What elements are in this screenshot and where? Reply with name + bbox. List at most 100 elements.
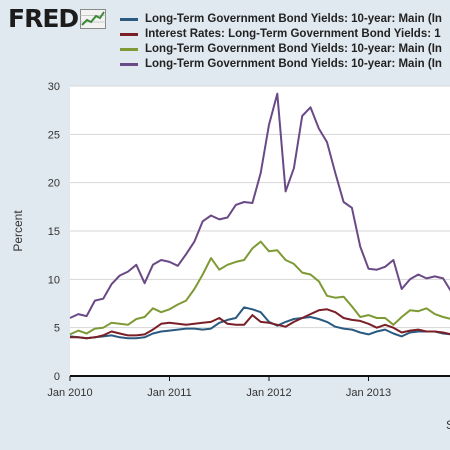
data-point [192, 326, 197, 331]
data-point [192, 239, 197, 244]
data-point [242, 305, 247, 310]
data-point [316, 317, 321, 322]
data-point [432, 329, 437, 334]
data-point [432, 274, 437, 279]
data-point [275, 322, 280, 327]
data-point [424, 276, 429, 281]
data-point [217, 217, 222, 222]
data-point [399, 287, 404, 292]
data-point [109, 282, 114, 287]
data-point [325, 307, 330, 312]
data-point [391, 258, 396, 263]
data-point [267, 122, 272, 127]
data-point [101, 325, 106, 330]
data-point [391, 331, 396, 336]
data-point [142, 281, 147, 286]
data-point [76, 312, 81, 317]
data-point [200, 320, 205, 325]
data-point [76, 335, 81, 340]
data-point [333, 171, 338, 176]
legend-swatch [120, 63, 138, 66]
y-tick-label: 20 [48, 178, 60, 190]
y-tick-label: 25 [48, 129, 60, 141]
data-point [366, 321, 371, 326]
data-point [316, 279, 321, 284]
data-point [109, 320, 114, 325]
data-point [341, 316, 346, 321]
chart-legend: Long-Term Government Bond Yields: 10-yea… [120, 12, 442, 72]
data-point [209, 326, 214, 331]
data-point [167, 320, 172, 325]
data-point [300, 316, 305, 321]
data-point [333, 310, 338, 315]
data-point [68, 316, 73, 321]
data-point [134, 262, 139, 267]
data-point [374, 267, 379, 272]
data-point [117, 321, 122, 326]
data-point [283, 324, 288, 329]
data-point [333, 295, 338, 300]
series-line-3[interactable] [69, 240, 450, 336]
data-point [349, 317, 354, 322]
data-point [341, 294, 346, 299]
legend-entry-3[interactable]: Long-Term Government Bond Yields: 10-yea… [120, 42, 442, 57]
data-point [441, 276, 446, 281]
legend-entry-1[interactable]: Long-Term Government Bond Yields: 10-yea… [120, 12, 442, 27]
data-point [283, 258, 288, 263]
legend-entry-2[interactable]: Interest Rates: Long-Term Government Bon… [120, 27, 442, 42]
data-point [142, 315, 147, 320]
data-point [250, 201, 255, 206]
data-point [441, 330, 446, 335]
data-point [267, 249, 272, 254]
series-line-4[interactable] [69, 92, 450, 319]
data-point [349, 327, 354, 332]
data-point [84, 331, 89, 336]
data-point [308, 312, 313, 317]
fred-logo[interactable]: FRED [8, 4, 107, 34]
data-point [117, 273, 122, 278]
data-point [167, 259, 172, 264]
legend-swatch [120, 48, 138, 51]
data-point [250, 307, 255, 312]
data-point [374, 325, 379, 330]
data-point [242, 200, 247, 205]
gridlines [70, 85, 450, 329]
data-point [84, 314, 89, 319]
data-point [258, 239, 263, 244]
data-point [233, 202, 238, 207]
data-point [192, 287, 197, 292]
data-point [300, 114, 305, 119]
data-point [192, 321, 197, 326]
logo-text: FRED [8, 4, 79, 33]
series-line-2[interactable] [70, 308, 450, 341]
x-tick-label: Jan 2011 [147, 387, 191, 399]
data-point [383, 327, 388, 332]
data-point [383, 264, 388, 269]
legend-entry-4[interactable]: Long-Term Government Bond Yields: 10-yea… [120, 57, 442, 72]
data-point [432, 312, 437, 317]
data-point [92, 326, 97, 331]
data-point [283, 189, 288, 194]
legend-swatch [120, 18, 138, 21]
data-point [408, 277, 413, 282]
data-point [217, 316, 222, 321]
data-point [441, 315, 446, 320]
data-point [391, 322, 396, 327]
data-point [366, 266, 371, 271]
data-point [209, 256, 214, 261]
data-point [200, 219, 205, 224]
data-point [399, 330, 404, 335]
data-point [200, 327, 205, 332]
data-point [383, 316, 388, 321]
data-point [374, 316, 379, 321]
data-point [109, 329, 114, 334]
data-point [416, 309, 421, 314]
data-point [84, 336, 89, 341]
legend-label: Interest Rates: Long-Term Government Bon… [145, 28, 441, 40]
data-point [242, 322, 247, 327]
data-point [142, 332, 147, 337]
y-axis: 0 5 10 15 20 25 30 [48, 81, 60, 383]
data-point [424, 306, 429, 311]
data-point [184, 298, 189, 303]
data-point [300, 270, 305, 275]
